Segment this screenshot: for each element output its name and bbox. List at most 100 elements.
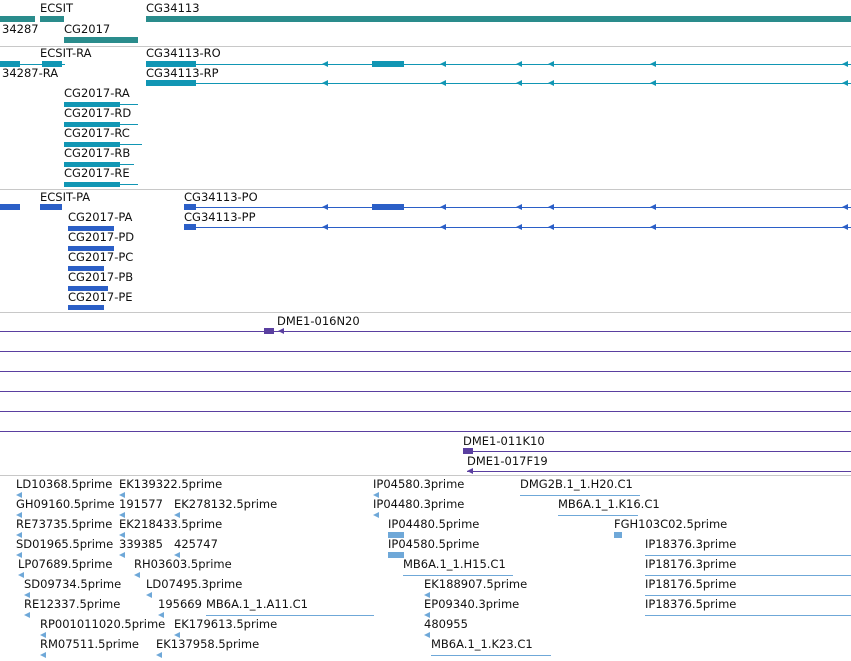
est-label[interactable]: EK137958.5prime — [156, 637, 260, 651]
est-label[interactable]: IP18176.5prime — [645, 577, 737, 591]
exon-cg2017-pa[interactable] — [68, 226, 114, 231]
exon-ecsit-ra — [42, 61, 62, 67]
est-label[interactable]: LP07689.5prime — [18, 557, 113, 571]
est-label[interactable]: SD09734.5prime — [24, 577, 122, 591]
transcript-label-cg2017-pd[interactable]: CG2017-PD — [68, 230, 135, 244]
est-label[interactable]: FGH103C02.5prime — [614, 517, 728, 531]
est-label[interactable]: IP04580.3prime — [373, 477, 465, 491]
est-label[interactable]: IP18176.3prime — [645, 557, 737, 571]
intron-line — [64, 104, 138, 105]
est-label[interactable]: LD07495.3prime — [146, 577, 243, 591]
transcript-line-cg34113-rp[interactable] — [146, 83, 851, 84]
est-label[interactable]: IP18376.5prime — [645, 597, 737, 611]
transcript-label-cg2017-pe[interactable]: CG2017-PE — [68, 290, 133, 304]
est-label[interactable]: MB6A.1_1.A11.C1 — [206, 597, 308, 611]
est-label[interactable]: LD10368.5prime — [16, 477, 113, 491]
est-label[interactable]: RH03603.5prime — [134, 557, 232, 571]
clone-line[interactable] — [0, 331, 851, 332]
est-line[interactable] — [431, 655, 551, 656]
est-arrow-icon — [146, 592, 152, 598]
exon-ecsit-pa[interactable] — [40, 204, 62, 210]
gene-label-cg34113[interactable]: CG34113 — [146, 1, 200, 15]
gene-label-ecsit[interactable]: ECSIT — [40, 1, 74, 15]
gene-label-cg2017[interactable]: CG2017 — [64, 22, 111, 36]
transcript-label-cg2017-rb[interactable]: CG2017-RB — [64, 146, 131, 160]
transcript-label-34287-ra[interactable]: 34287-RA — [2, 66, 59, 80]
transcript-label-cg2017-pa[interactable]: CG2017-PA — [68, 210, 133, 224]
track-separator — [0, 46, 851, 47]
transcript-label-ecsit-pa[interactable]: ECSIT-PA — [40, 190, 91, 204]
transcript-label-cg2017-ra[interactable]: CG2017-RA — [64, 86, 130, 100]
clone-line[interactable] — [0, 411, 851, 412]
est-label[interactable]: IP04480.3prime — [373, 497, 465, 511]
clone-line[interactable] — [0, 431, 851, 432]
est-line[interactable] — [403, 575, 513, 576]
est-line[interactable] — [206, 615, 374, 616]
transcript-label-cg2017-pc[interactable]: CG2017-PC — [68, 250, 134, 264]
est-line[interactable] — [645, 615, 851, 616]
est-label[interactable]: 191577 — [119, 497, 163, 511]
exon-cg2017-pb[interactable] — [68, 286, 108, 291]
est-label[interactable]: MB6A.1_1.K23.C1 — [431, 637, 533, 651]
gene-bar-ecsit[interactable] — [40, 16, 64, 22]
est-line[interactable] — [645, 555, 851, 556]
est-label[interactable]: 339385 — [119, 537, 163, 551]
clone-line-dme1-011k10[interactable] — [463, 451, 851, 452]
exon-ecsit-pa[interactable] — [0, 204, 20, 210]
est-line[interactable] — [558, 515, 638, 516]
est-label[interactable]: EP09340.3prime — [424, 597, 520, 611]
est-label[interactable]: EK188907.5prime — [424, 577, 528, 591]
est-label[interactable]: MB6A.1_1.H15.C1 — [403, 557, 506, 571]
est-label[interactable]: RM07511.5prime — [40, 637, 139, 651]
transcript-line-ecsit-ra[interactable] — [0, 64, 65, 65]
est-line[interactable] — [645, 595, 851, 596]
est-label[interactable]: EK179613.5prime — [174, 617, 278, 631]
track-separator — [0, 189, 851, 190]
gene-bar-cg2017[interactable] — [64, 37, 138, 43]
gene-bar-34287[interactable] — [0, 16, 35, 22]
clone-label-dme1-011k10[interactable]: DME1-011K10 — [463, 434, 545, 448]
est-label[interactable]: 480955 — [424, 617, 468, 631]
est-label[interactable]: SD01965.5prime — [16, 537, 114, 551]
est-line[interactable] — [520, 495, 640, 496]
exon-cg2017-pe[interactable] — [68, 305, 104, 310]
est-label[interactable]: RE12337.5prime — [24, 597, 121, 611]
est-label[interactable]: IP18376.3prime — [645, 537, 737, 551]
transcript-label-ecsit-ra[interactable]: ECSIT-RA — [40, 46, 92, 60]
transcript-label-cg34113-po[interactable]: CG34113-PO — [184, 190, 258, 204]
est-label[interactable]: RP001011020.5prime — [40, 617, 166, 631]
est-label[interactable]: IP04480.5prime — [388, 517, 480, 531]
clone-line[interactable] — [0, 351, 851, 352]
est-label[interactable]: 195669 — [158, 597, 202, 611]
transcript-line-cg34113-ro[interactable] — [146, 64, 851, 65]
est-arrow-icon — [16, 552, 22, 558]
est-label[interactable]: IP04580.5prime — [388, 537, 480, 551]
clone-line-dme1-017f19[interactable] — [467, 471, 851, 472]
clone-label-dme1-016n20[interactable]: DME1-016N20 — [277, 314, 360, 328]
exon-cg2017-pc[interactable] — [68, 266, 104, 271]
est-line[interactable] — [645, 575, 851, 576]
est-label[interactable]: MB6A.1_1.K16.C1 — [558, 497, 660, 511]
clone-line[interactable] — [0, 391, 851, 392]
est-label[interactable]: EK139322.5prime — [119, 477, 223, 491]
gene-label-34287[interactable]: 34287 — [2, 22, 39, 36]
transcript-label-cg34113-pp[interactable]: CG34113-PP — [184, 210, 256, 224]
est-label[interactable]: 425747 — [174, 537, 218, 551]
transcript-label-cg2017-rd[interactable]: CG2017-RD — [64, 106, 132, 120]
est-label[interactable]: DMG2B.1_1.H20.C1 — [520, 477, 633, 491]
est-label[interactable]: RE73735.5prime — [16, 517, 113, 531]
transcript-label-cg2017-pb[interactable]: CG2017-PB — [68, 270, 134, 284]
clone-line[interactable] — [0, 371, 851, 372]
est-label[interactable]: EK278132.5prime — [174, 497, 278, 511]
gene-bar-cg34113[interactable] — [146, 16, 851, 22]
est-label[interactable]: EK218433.5prime — [119, 517, 223, 531]
est-arrow-icon — [174, 632, 180, 638]
transcript-label-cg34113-rp[interactable]: CG34113-RP — [146, 66, 219, 80]
transcript-label-cg2017-rc[interactable]: CG2017-RC — [64, 126, 130, 140]
transcript-label-cg34113-ro[interactable]: CG34113-RO — [146, 46, 221, 60]
exon-cg2017-pd[interactable] — [68, 246, 114, 251]
clone-label-dme1-017f19[interactable]: DME1-017F19 — [467, 454, 548, 468]
strand-arrow-icon — [548, 80, 554, 86]
transcript-label-cg2017-re[interactable]: CG2017-RE — [64, 166, 130, 180]
est-label[interactable]: GH09160.5prime — [16, 497, 115, 511]
